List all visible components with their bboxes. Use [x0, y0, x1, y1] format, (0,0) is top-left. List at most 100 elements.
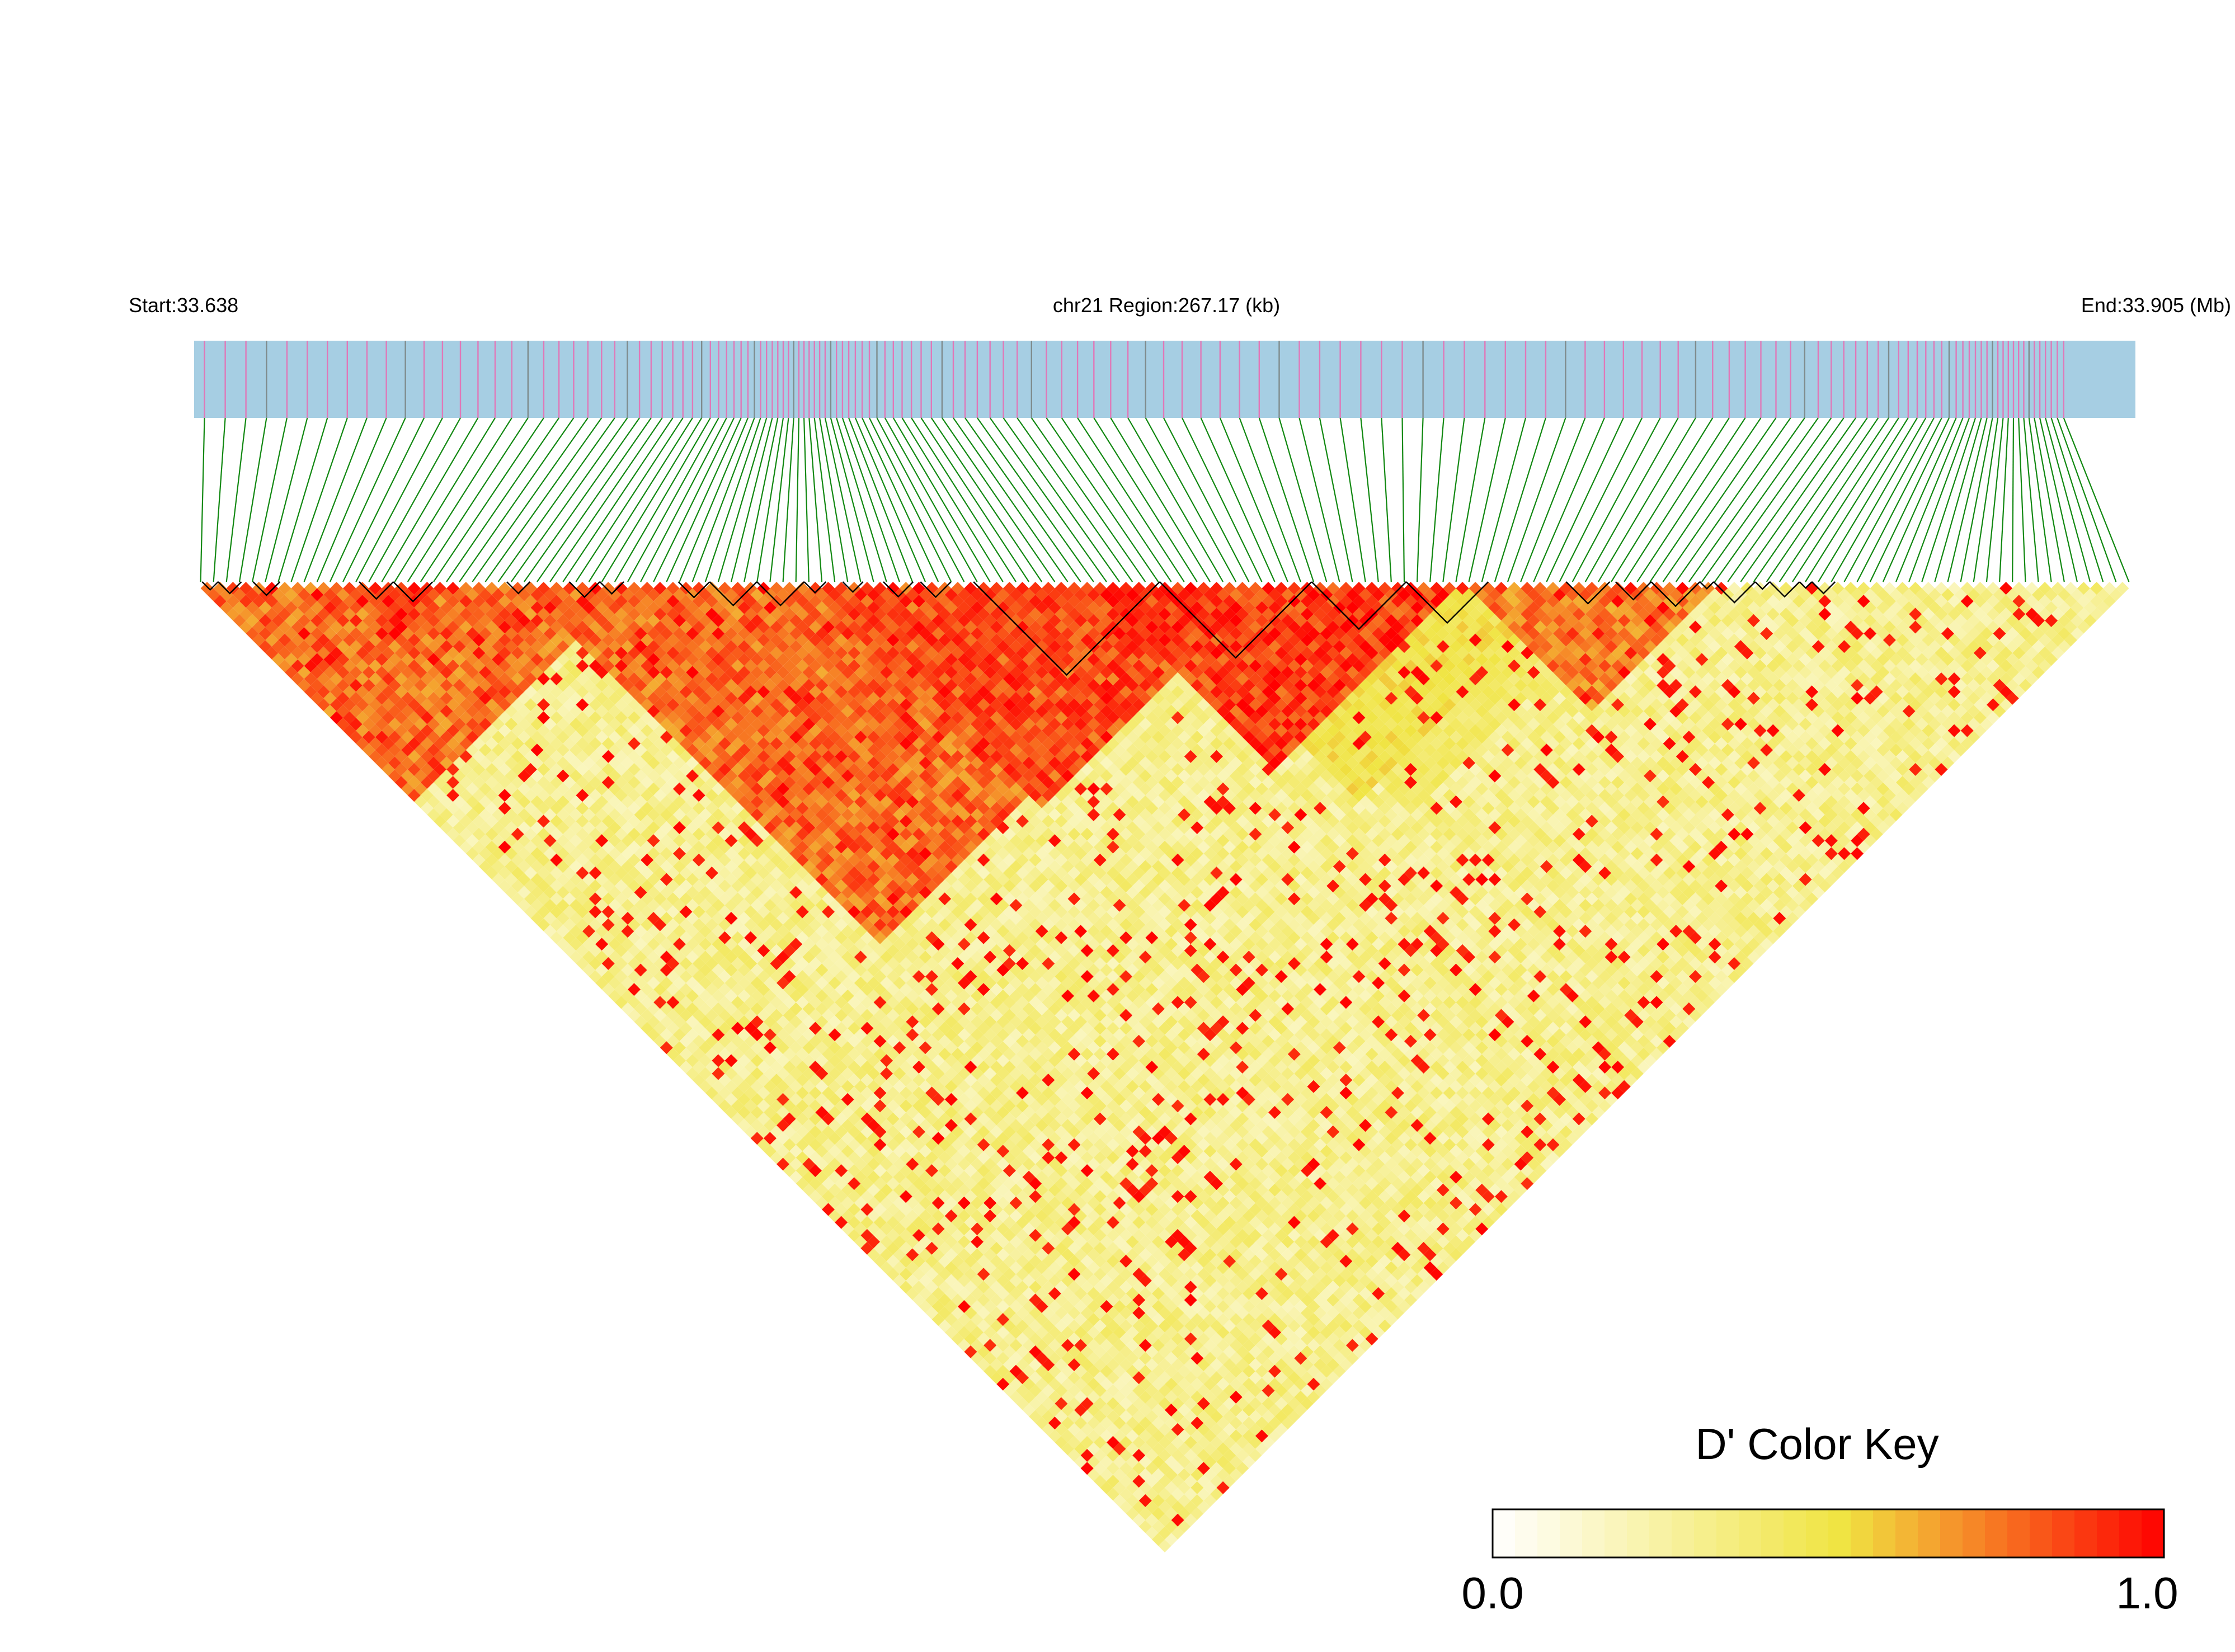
- ld-cell: [304, 672, 317, 686]
- snp-mark: [803, 341, 805, 418]
- ld-cell: [323, 704, 337, 718]
- ld-cell: [1145, 1475, 1159, 1488]
- ld-cell: [808, 1177, 822, 1190]
- ld-cell: [537, 840, 550, 854]
- ld-cell: [1132, 1513, 1146, 1527]
- snp-mark: [1712, 341, 1714, 418]
- snp-connector: [1624, 417, 1730, 582]
- snp-connector: [854, 417, 926, 582]
- snp-mark: [1728, 341, 1730, 418]
- ld-cell: [867, 1170, 881, 1184]
- ld-cell: [382, 698, 395, 712]
- ld-cell: [996, 1300, 1010, 1313]
- snp-mark: [771, 341, 773, 418]
- ld-cell: [854, 1183, 867, 1197]
- snp-connector: [1947, 417, 1988, 582]
- ld-cell: [543, 886, 557, 899]
- ld-cell: [343, 646, 356, 660]
- ld-cell: [394, 698, 408, 712]
- ld-cell: [822, 1164, 835, 1178]
- ld-cell: [291, 659, 304, 672]
- ld-cell: [867, 1235, 881, 1249]
- ld-cell: [576, 892, 589, 906]
- ld-cell: [330, 698, 343, 712]
- ld-cell: [628, 957, 641, 970]
- ld-cell: [1061, 1377, 1075, 1391]
- ld-cell: [1003, 1345, 1016, 1358]
- ld-cell: [420, 737, 434, 750]
- snp-connector: [381, 417, 479, 582]
- ld-cell: [641, 996, 654, 1009]
- snp-mark: [733, 341, 735, 418]
- ld-cell: [304, 620, 317, 634]
- snp-connector: [1921, 417, 1977, 582]
- ld-cell: [672, 1015, 686, 1029]
- ld-cell: [569, 938, 582, 951]
- snp-mark: [726, 341, 727, 418]
- ld-cell: [692, 1060, 705, 1074]
- snp-mark: [1968, 341, 1970, 418]
- ld-cell: [653, 996, 667, 1009]
- ld-cell: [1029, 1384, 1042, 1397]
- ld-cell: [1100, 1404, 1113, 1417]
- ld-cell: [382, 724, 395, 737]
- ld-cell: [886, 1268, 900, 1281]
- ld-cell: [1106, 1448, 1119, 1462]
- ld-cell: [459, 802, 473, 815]
- ld-cell: [556, 886, 570, 899]
- ld-cell: [873, 1229, 887, 1242]
- ld-cell: [1178, 1494, 1191, 1507]
- ld-cell: [802, 1145, 816, 1158]
- ld-cell: [200, 582, 214, 595]
- snp-connector: [1127, 417, 1224, 582]
- ld-cell: [582, 886, 596, 899]
- ld-cell: [511, 866, 524, 880]
- ld-cell: [737, 1105, 751, 1119]
- ld-cell: [1106, 1410, 1119, 1423]
- ld-cell: [1126, 1429, 1139, 1443]
- ld-cell: [343, 672, 356, 686]
- ld-cell: [783, 1099, 796, 1113]
- ld-heatmap-triangle: [200, 582, 2129, 1552]
- ld-cell: [1061, 1404, 1075, 1417]
- ld-cell: [621, 925, 634, 938]
- ld-cell: [1016, 1384, 1029, 1397]
- ld-cell: [777, 1093, 790, 1106]
- ld-cell: [808, 1164, 822, 1178]
- ld-cell: [1113, 1468, 1126, 1481]
- ld-cell: [1113, 1442, 1126, 1456]
- ld-cell: [453, 756, 466, 770]
- ld-cell: [1074, 1429, 1088, 1443]
- ld-cell: [1029, 1371, 1042, 1385]
- ld-cell: [485, 802, 498, 815]
- ld-cell: [498, 879, 511, 893]
- ld-cell: [576, 918, 589, 931]
- ld-cell: [1074, 1416, 1088, 1430]
- snp-connector: [407, 417, 512, 582]
- ld-cell: [835, 1138, 848, 1151]
- snp-mark: [1278, 341, 1280, 418]
- ld-cell: [582, 898, 596, 912]
- ld-cell: [712, 1015, 725, 1029]
- ld-cell: [246, 627, 259, 641]
- snp-mark: [760, 341, 761, 418]
- ld-cell: [343, 633, 356, 647]
- snp-connector: [808, 417, 823, 582]
- ld-cell: [777, 1132, 790, 1145]
- snp-mark: [1545, 341, 1547, 418]
- ld-cell: [362, 653, 375, 666]
- ld-cell: [822, 1203, 835, 1216]
- snp-connector: [1636, 417, 1746, 582]
- ld-cell: [828, 1209, 841, 1223]
- ld-cell: [1055, 1410, 1068, 1423]
- ld-cell: [757, 1060, 770, 1074]
- ld-cell: [1113, 1481, 1126, 1494]
- ld-cell: [705, 1047, 718, 1061]
- ld-cell: [919, 1222, 932, 1236]
- ld-cell: [517, 873, 531, 886]
- ld-cell: [925, 1306, 939, 1320]
- ld-cell: [867, 1183, 881, 1197]
- ld-cell: [848, 1177, 861, 1190]
- ld-cell: [854, 1222, 867, 1236]
- ld-cell: [1087, 1416, 1100, 1430]
